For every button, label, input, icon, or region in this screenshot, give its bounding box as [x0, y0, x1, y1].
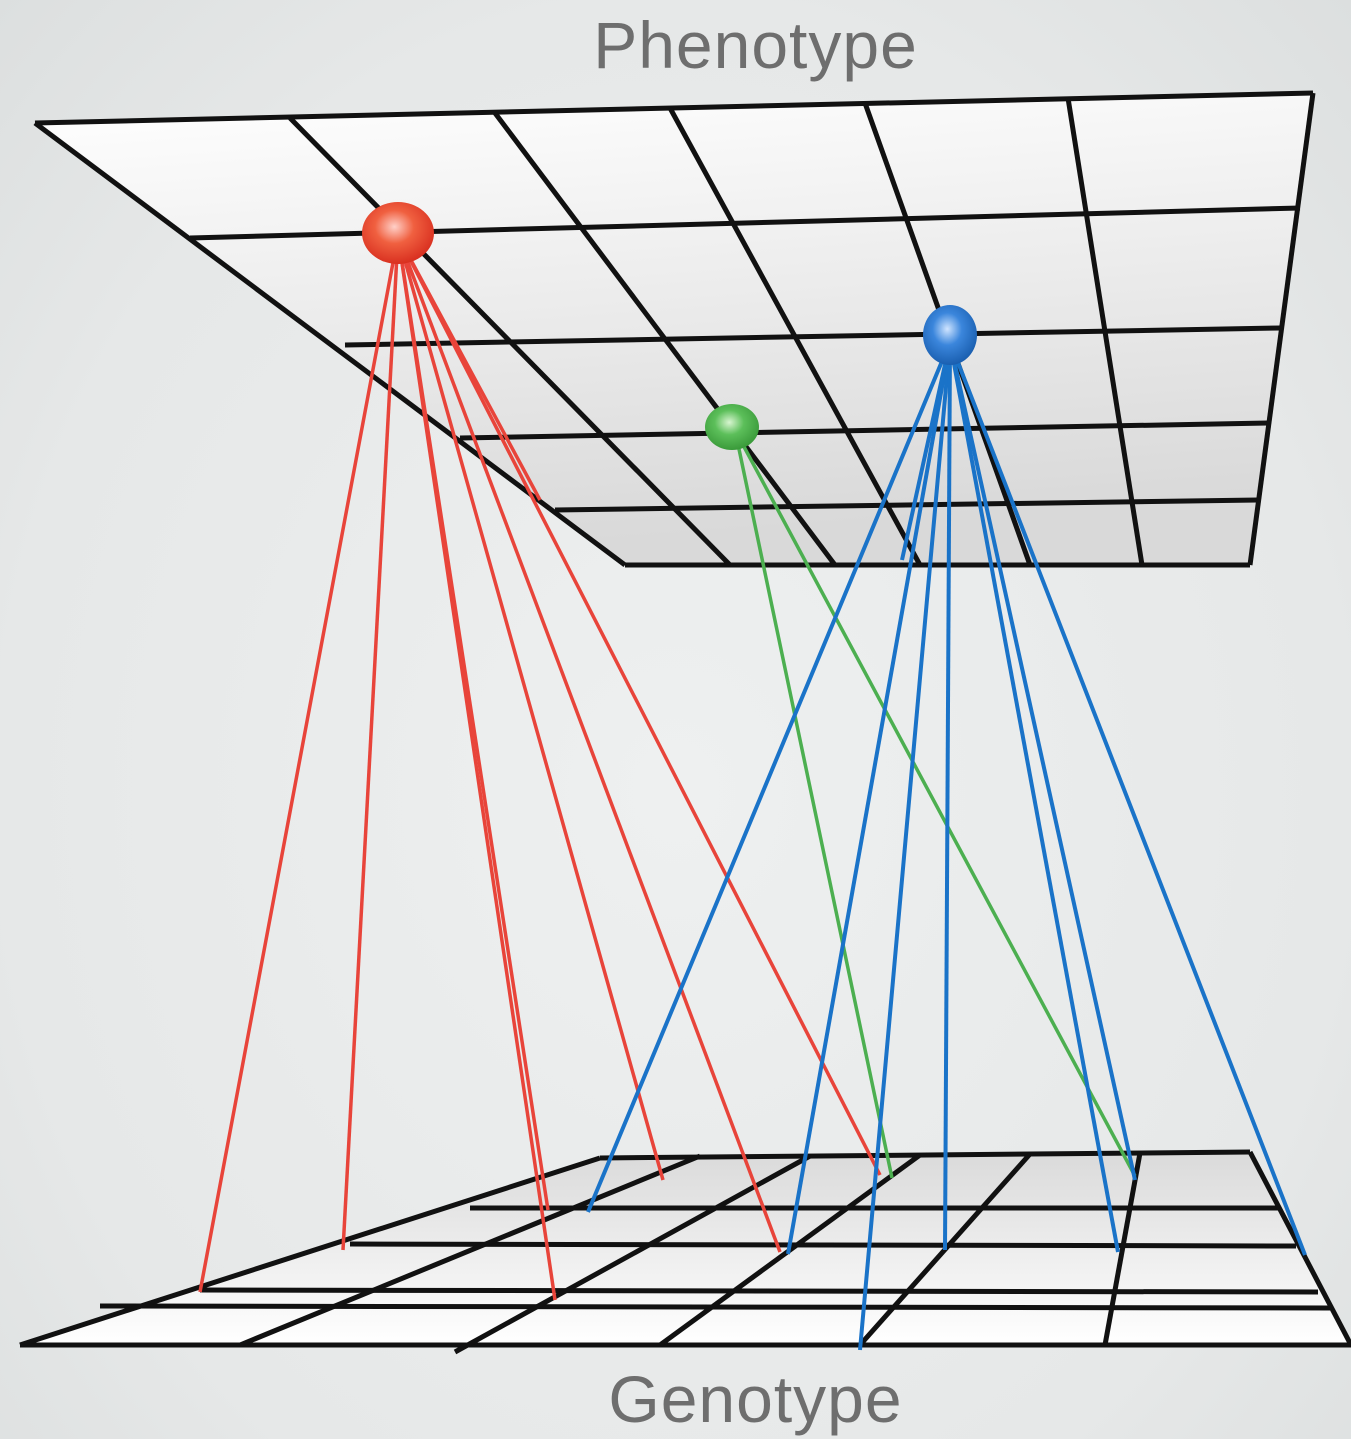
- blue-link: [858, 341, 952, 1351]
- genotype-grid-row: [199, 1287, 1319, 1295]
- blue-connections: [586, 341, 1307, 1351]
- red-link: [198, 235, 400, 1293]
- phenotype-grid-col: [1065, 97, 1145, 566]
- phenotype-grid-col: [493, 111, 837, 567]
- red-link: [396, 235, 542, 501]
- blue-link: [786, 341, 952, 1255]
- blue-link: [900, 341, 952, 561]
- phenotype-nodes: [362, 202, 977, 450]
- red-link: [396, 235, 665, 1181]
- phenotype-grid-col: [288, 116, 732, 567]
- blue-node: [923, 305, 977, 365]
- red-link: [396, 235, 550, 1211]
- red-link: [396, 235, 782, 1253]
- phenotype-label: Phenotype: [593, 8, 918, 82]
- genotype-grid-col: [1102, 1152, 1143, 1346]
- green-node: [705, 404, 759, 450]
- phenotype-plane: [33, 90, 1316, 568]
- genotype-label: Genotype: [608, 1362, 903, 1436]
- genotype-plane: [19, 1149, 1351, 1355]
- phenotype-grid-col: [33, 120, 627, 568]
- blue-link: [948, 341, 1307, 1256]
- blue-link: [948, 341, 1120, 1253]
- blue-link: [943, 341, 952, 1251]
- phenotype-grid-col: [667, 106, 923, 567]
- red-node: [362, 202, 434, 264]
- green-link: [733, 429, 1137, 1177]
- red-connections: [198, 235, 882, 1301]
- genotype-plane-grid: [19, 1149, 1351, 1355]
- genotype-grid-col: [453, 1153, 812, 1355]
- blue-link: [586, 341, 952, 1213]
- phenotype-grid-row: [34, 90, 1314, 126]
- genotype-grid-col: [19, 1155, 601, 1348]
- phenotype-plane-surface: [35, 93, 1313, 565]
- phenotype-grid-row: [344, 325, 1281, 348]
- genotype-grid-row: [349, 1241, 1297, 1249]
- phenotype-grid-col: [1247, 92, 1316, 566]
- red-link: [396, 235, 882, 1176]
- genotype-grid-row: [599, 1149, 1251, 1161]
- genotype-grid-col: [239, 1153, 701, 1348]
- green-link: [733, 429, 894, 1179]
- red-link: [341, 235, 400, 1251]
- phenotype-grid-row: [459, 420, 1269, 441]
- blue-link: [948, 341, 1137, 1181]
- green-connections: [733, 429, 1137, 1179]
